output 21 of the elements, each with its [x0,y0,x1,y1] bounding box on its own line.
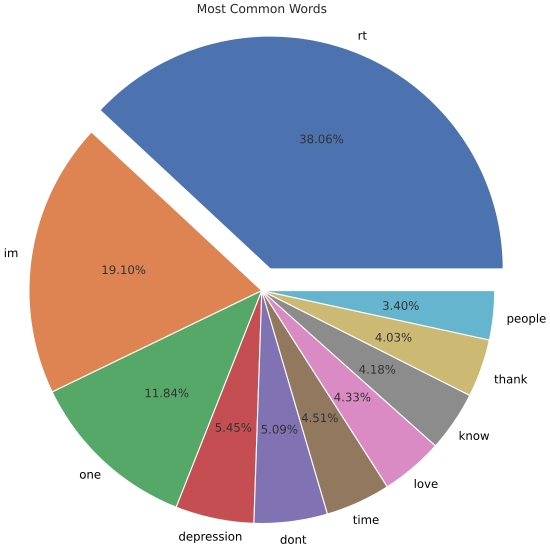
data-label: 4.03% [376,333,412,342]
slice-label: depression [179,532,242,544]
slice-label: people [508,314,546,326]
slice-label: one [80,472,100,479]
slice-label: know [460,431,490,440]
data-label: 11.84% [146,388,188,398]
slice-label: rt [358,32,367,40]
data-label: 38.06% [300,134,344,144]
slice-label: thank [494,374,528,384]
data-label: 4.51% [302,414,338,422]
data-label: 19.10% [102,266,146,274]
slice-label: love [414,479,438,488]
slice-label: im [4,248,18,258]
slice-label: dont [280,535,306,544]
chart-title: Most Common Words [198,4,326,14]
data-label: 5.45% [216,423,252,432]
data-label: 3.40% [383,301,419,310]
data-label: 4.33% [334,392,370,402]
data-label: 5.09% [262,424,298,434]
data-label: 4.18% [359,365,396,374]
slice-label: time [353,515,379,524]
